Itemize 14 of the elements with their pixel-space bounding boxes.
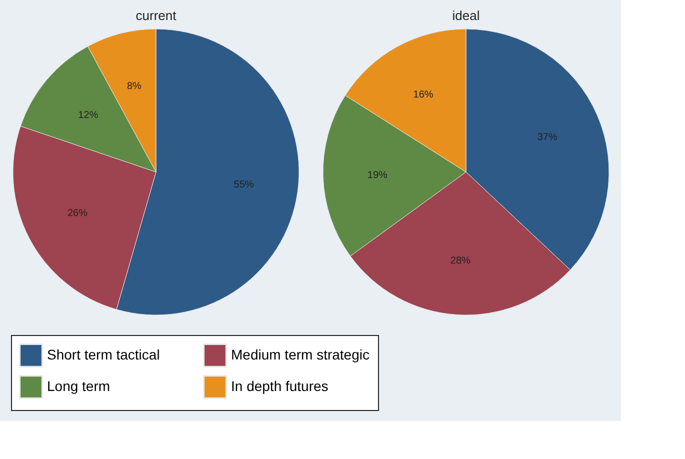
legend-label: Long term xyxy=(47,378,110,394)
legend-label: In depth futures xyxy=(231,378,328,394)
data-label: 8% xyxy=(126,81,142,92)
data-label: 37% xyxy=(537,132,558,143)
legend-label: Medium term strategic xyxy=(231,346,370,362)
data-label: 28% xyxy=(450,255,471,266)
legend-label: Short term tactical xyxy=(47,346,160,362)
data-label: 26% xyxy=(67,208,88,220)
data-label: 12% xyxy=(78,110,98,121)
slice-label: ideal xyxy=(452,8,480,23)
data-label: 19% xyxy=(367,170,388,181)
data-label: 55% xyxy=(234,179,254,190)
data-label: 16% xyxy=(413,89,434,100)
slice-label: current xyxy=(136,8,177,23)
